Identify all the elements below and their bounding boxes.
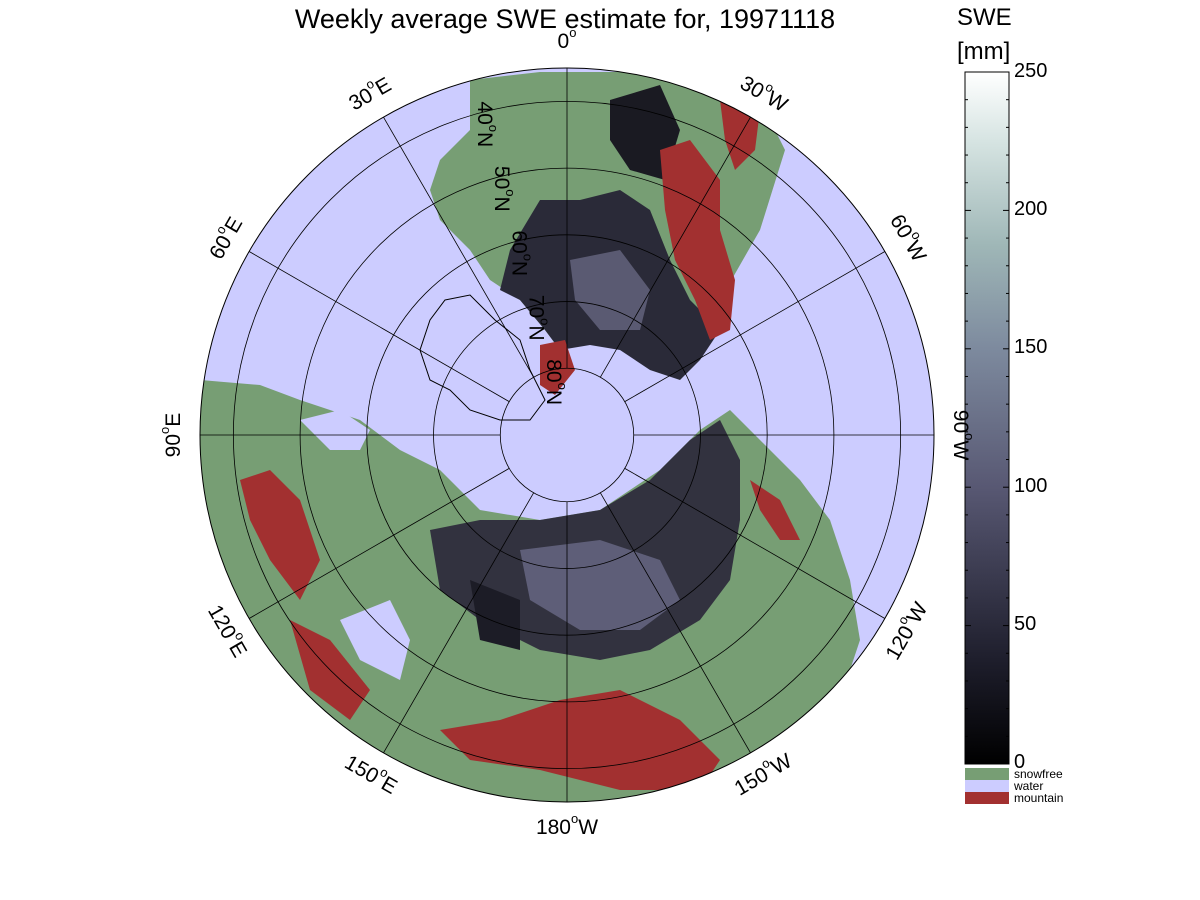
colorbar-tick: 100 bbox=[1014, 475, 1048, 497]
colorbar-tick: 250 bbox=[1014, 60, 1048, 82]
latitude-label: 50oN bbox=[490, 166, 517, 212]
latitude-label: 40oN bbox=[473, 101, 500, 147]
graticule bbox=[200, 68, 934, 802]
meridian-line bbox=[248, 468, 510, 619]
rockies-mountains bbox=[660, 140, 735, 340]
colorbar-unit: [mm] bbox=[957, 38, 1011, 65]
latitude-label: 60oN bbox=[508, 230, 535, 276]
legend-swatch-snowfree bbox=[965, 768, 1009, 780]
legend-label-snowfree: snowfree bbox=[1014, 767, 1063, 781]
colorbar-tick: 50 bbox=[1014, 613, 1037, 635]
legend-swatch-mountain bbox=[965, 792, 1009, 804]
meridian-line bbox=[624, 251, 886, 402]
map-boundary bbox=[199, 67, 935, 803]
greenland-outline bbox=[419, 294, 546, 421]
colorbar-title: SWE bbox=[957, 4, 1012, 31]
colorbar-ticks bbox=[965, 71, 1009, 765]
swe-colorbar bbox=[964, 71, 1010, 765]
colorbar-tick: 0 bbox=[1014, 751, 1026, 773]
central-asia-mountains bbox=[440, 690, 720, 790]
legend-label-mountain: mountain bbox=[1014, 791, 1064, 805]
legend-swatch-water bbox=[965, 780, 1009, 792]
meridian-line bbox=[248, 251, 510, 402]
legend-label-water: water bbox=[1014, 779, 1044, 793]
meridian-line bbox=[600, 116, 751, 378]
meridian-line bbox=[624, 468, 886, 619]
meridian-line bbox=[600, 492, 751, 754]
longitude-label: 180oW bbox=[536, 811, 598, 838]
latitude-label: 70oN bbox=[525, 295, 552, 341]
longitude-label: 0o bbox=[558, 25, 577, 52]
longitude-label: 30oE bbox=[343, 69, 395, 115]
map-title: Weekly average SWE estimate for, 1997111… bbox=[294, 4, 836, 34]
latitude-label: 80oN bbox=[542, 359, 569, 405]
longitude-label: 90oW bbox=[949, 410, 976, 461]
longitude-label: 30oW bbox=[736, 68, 793, 117]
longitude-label: 60oE bbox=[201, 211, 247, 263]
meridian-line bbox=[383, 116, 534, 378]
meridian-line bbox=[383, 492, 534, 754]
longitude-label: 60oW bbox=[886, 208, 935, 265]
colorbar-tick: 200 bbox=[1014, 198, 1048, 220]
longitude-label: 90oE bbox=[157, 413, 184, 458]
colorbar-tick: 150 bbox=[1014, 336, 1048, 358]
